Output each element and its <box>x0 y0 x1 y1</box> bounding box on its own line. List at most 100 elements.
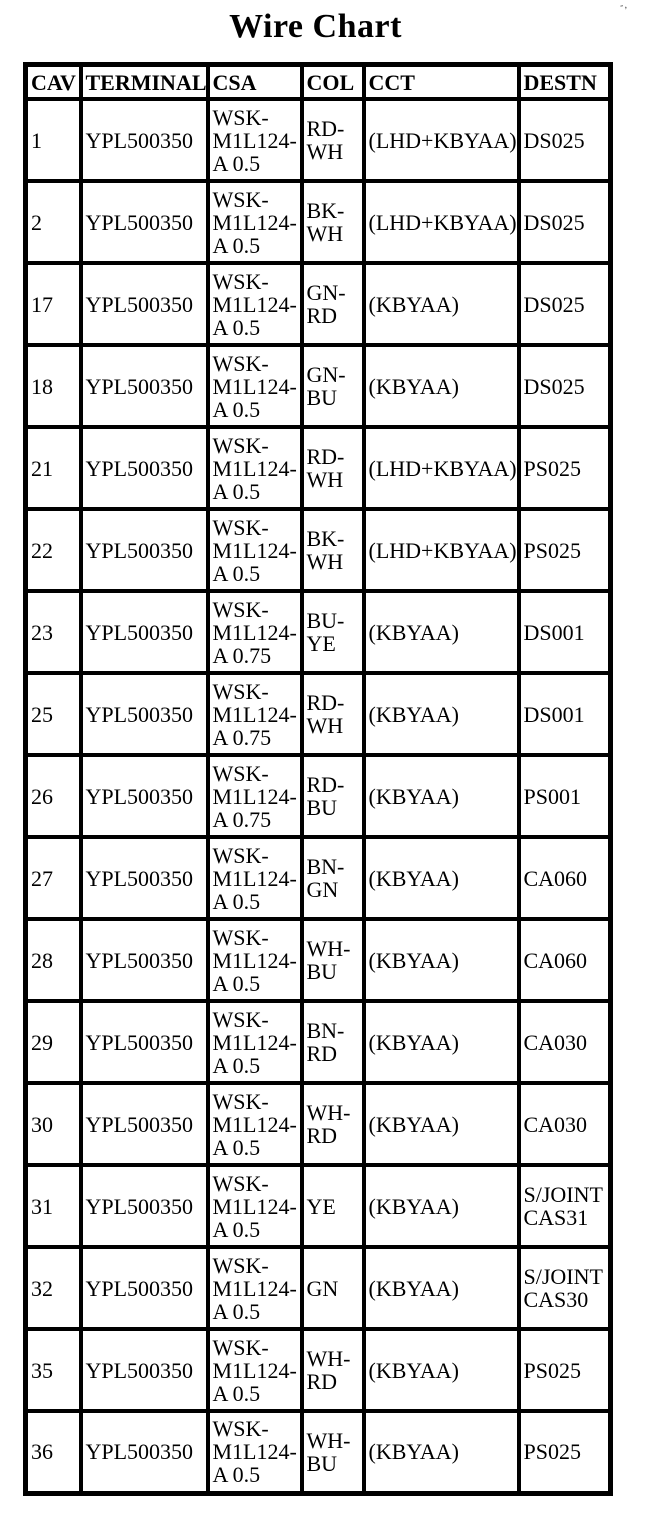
cell-csa: WSK-M1L124-A 0.75 <box>205 753 304 839</box>
table-row: 31 YPL500350 WSK-M1L124-A 0.5 YE (KBYAA) S/JO… <box>23 1163 613 1249</box>
cell-terminal: YPL500350 <box>78 507 210 593</box>
cell-csa: WSK-M1L124-A 0.5 <box>205 425 304 511</box>
cell-csa: WSK-M1L124-A 0.5 <box>205 835 304 921</box>
table-row: 35 YPL500350 WSK-M1L124-A 0.5 WH-RD (KBYAA) P… <box>23 1327 613 1413</box>
wire-chart-table: CAV TERMINAL CSA COL CCT DESTN 1 YPL500350 WSK-… <box>23 62 613 1496</box>
cell-destn: DS025 <box>516 97 613 183</box>
cell-cct: (KBYAA) <box>361 1327 521 1413</box>
table-row: 18 YPL500350 WSK-M1L124-A 0.5 GN-BU (KBYAA) D… <box>23 343 613 429</box>
cell-cav: 36 <box>23 1409 83 1495</box>
cell-destn: CA030 <box>516 1081 613 1167</box>
cell-destn: CA060 <box>516 835 613 921</box>
column-header-csa: CSA <box>205 62 304 101</box>
table-row: 17 YPL500350 WSK-M1L124-A 0.5 GN-RD (KBYAA) D… <box>23 261 613 347</box>
cell-cct: (KBYAA) <box>361 671 521 757</box>
cell-terminal: YPL500350 <box>78 1409 210 1495</box>
cell-csa: WSK-M1L124-A 0.5 <box>205 343 304 429</box>
column-header-cav: CAV <box>23 62 83 101</box>
cell-destn: PS025 <box>516 425 613 511</box>
cell-cct: (KBYAA) <box>361 835 521 921</box>
cell-col: RD-WH <box>299 97 366 183</box>
cell-terminal: YPL500350 <box>78 999 210 1085</box>
cell-csa: WSK-M1L124-A 0.5 <box>205 1081 304 1167</box>
table-row: 25 YPL500350 WSK-M1L124-A 0.75 RD-WH (KBYAA)… <box>23 671 613 757</box>
cell-destn: DS001 <box>516 671 613 757</box>
cell-csa: WSK-M1L124-A 0.5 <box>205 1245 304 1331</box>
cell-terminal: YPL500350 <box>78 1081 210 1167</box>
cell-destn: PS001 <box>516 753 613 839</box>
cell-csa: WSK-M1L124-A 0.75 <box>205 671 304 757</box>
cell-destn: PS025 <box>516 1327 613 1413</box>
column-header-terminal: TERMINAL <box>78 62 210 101</box>
scan-artifact: -, <box>619 0 629 12</box>
cell-terminal: YPL500350 <box>78 97 210 183</box>
cell-csa: WSK-M1L124-A 0.5 <box>205 1163 304 1249</box>
table-row: 30 YPL500350 WSK-M1L124-A 0.5 WH-RD (KBYAA) C… <box>23 1081 613 1167</box>
cell-csa: WSK-M1L124-A 0.5 <box>205 179 304 265</box>
cell-cav: 26 <box>23 753 83 839</box>
cell-cav: 35 <box>23 1327 83 1413</box>
cell-terminal: YPL500350 <box>78 1327 210 1413</box>
cell-csa: WSK-M1L124-A 0.5 <box>205 507 304 593</box>
cell-cct: (LHD+KBYAA) <box>361 425 521 511</box>
table-row: 21 YPL500350 WSK-M1L124-A 0.5 RD-WH (LHD+KBY… <box>23 425 613 511</box>
cell-col: BK-WH <box>299 179 366 265</box>
cell-cct: (LHD+KBYAA) <box>361 507 521 593</box>
table-row: 23 YPL500350 WSK-M1L124-A 0.75 BU-YE (KBYAA)… <box>23 589 613 675</box>
cell-cav: 2 <box>23 179 83 265</box>
cell-terminal: YPL500350 <box>78 343 210 429</box>
cell-destn: DS025 <box>516 261 613 347</box>
cell-destn: PS025 <box>516 507 613 593</box>
cell-col: BU-YE <box>299 589 366 675</box>
table-row: 2 YPL500350 WSK-M1L124-A 0.5 BK-WH (LHD+KBYA… <box>23 179 613 265</box>
cell-cav: 23 <box>23 589 83 675</box>
cell-cav: 28 <box>23 917 83 1003</box>
cell-csa: WSK-M1L124-A 0.5 <box>205 1327 304 1413</box>
cell-cav: 30 <box>23 1081 83 1167</box>
cell-cct: (KBYAA) <box>361 1409 521 1495</box>
cell-terminal: YPL500350 <box>78 835 210 921</box>
cell-col: BN-GN <box>299 835 366 921</box>
cell-col: GN-BU <box>299 343 366 429</box>
column-header-destn: DESTN <box>516 62 613 101</box>
cell-cct: (KBYAA) <box>361 261 521 347</box>
cell-cav: 17 <box>23 261 83 347</box>
cell-cct: (LHD+KBYAA) <box>361 97 521 183</box>
cell-terminal: YPL500350 <box>78 589 210 675</box>
cell-terminal: YPL500350 <box>78 917 210 1003</box>
cell-col: GN-RD <box>299 261 366 347</box>
cell-col: RD-WH <box>299 671 366 757</box>
cell-col: RD-BU <box>299 753 366 839</box>
cell-cav: 31 <box>23 1163 83 1249</box>
cell-terminal: YPL500350 <box>78 425 210 511</box>
cell-terminal: YPL500350 <box>78 1245 210 1331</box>
cell-cav: 29 <box>23 999 83 1085</box>
cell-terminal: YPL500350 <box>78 671 210 757</box>
cell-csa: WSK-M1L124-A 0.5 <box>205 97 304 183</box>
cell-destn: DS025 <box>516 179 613 265</box>
cell-col: RD-WH <box>299 425 366 511</box>
cell-col: GN <box>299 1245 366 1331</box>
cell-terminal: YPL500350 <box>78 1163 210 1249</box>
cell-destn: S/JOINT CAS30 <box>516 1245 613 1331</box>
cell-cav: 21 <box>23 425 83 511</box>
cell-cct: (KBYAA) <box>361 1245 521 1331</box>
cell-cct: (KBYAA) <box>361 999 521 1085</box>
column-header-col: COL <box>299 62 366 101</box>
cell-terminal: YPL500350 <box>78 179 210 265</box>
table-row: 22 YPL500350 WSK-M1L124-A 0.5 BK-WH (LHD+KBY… <box>23 507 613 593</box>
cell-col: BK-WH <box>299 507 366 593</box>
cell-cav: 27 <box>23 835 83 921</box>
cell-destn: S/JOINT CAS31 <box>516 1163 613 1249</box>
cell-col: WH-RD <box>299 1327 366 1413</box>
cell-destn: DS001 <box>516 589 613 675</box>
table-row: 27 YPL500350 WSK-M1L124-A 0.5 BN-GN (KBYAA) C… <box>23 835 613 921</box>
cell-cct: (KBYAA) <box>361 917 521 1003</box>
cell-terminal: YPL500350 <box>78 261 210 347</box>
table-body: 1 YPL500350 WSK-M1L124-A 0.5 RD-WH (LHD+KBYA… <box>23 97 613 1495</box>
cell-csa: WSK-M1L124-A 0.5 <box>205 261 304 347</box>
cell-destn: DS025 <box>516 343 613 429</box>
table-row: 29 YPL500350 WSK-M1L124-A 0.5 BN-RD (KBYAA) C… <box>23 999 613 1085</box>
cell-destn: PS025 <box>516 1409 613 1495</box>
table-row: 26 YPL500350 WSK-M1L124-A 0.75 RD-BU (KBYAA)… <box>23 753 613 839</box>
